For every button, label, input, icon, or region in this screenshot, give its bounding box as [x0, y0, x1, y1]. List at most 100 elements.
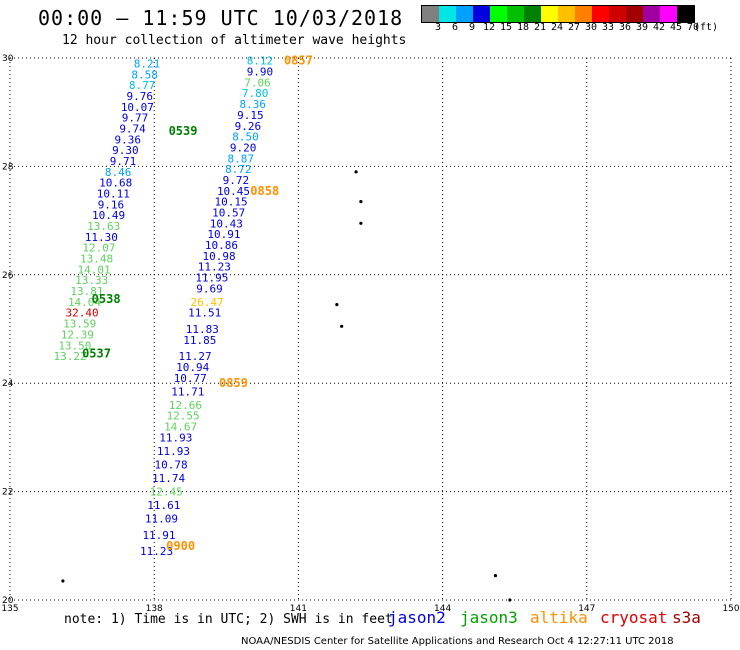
- wave-height-value: 8.72: [225, 163, 252, 176]
- wave-height-value: 10.43: [210, 217, 243, 230]
- wave-height-value: 9.26: [235, 120, 262, 133]
- x-tick-label: 144: [434, 604, 451, 614]
- pass-time-label: 0858: [250, 184, 279, 198]
- wave-height-value: 9.36: [115, 133, 142, 146]
- wave-height-value: 13.22: [54, 350, 87, 363]
- wave-height-value: 9.72: [223, 174, 250, 187]
- axis-ticks: 135 138 141 144 147 150 30 28 26 24 22 20: [1, 54, 739, 614]
- wave-height-value: 13.48: [80, 253, 113, 266]
- wave-height-value: 8.36: [239, 98, 266, 111]
- wave-height-value: 10.68: [99, 177, 132, 190]
- wave-height-value: 11.91: [142, 529, 175, 542]
- wave-height-value: 13.59: [63, 318, 96, 331]
- wave-height-value: 13.81: [70, 285, 103, 298]
- colorbar-swatch: [507, 6, 524, 22]
- colorbar-swatch: [524, 6, 541, 22]
- island-marker: [340, 324, 344, 328]
- wave-height-value: 9.90: [247, 66, 274, 79]
- colorbar-label: 3: [434, 22, 442, 33]
- wave-height-value: 11.71: [171, 385, 204, 398]
- colorbar-label: 27: [567, 22, 581, 33]
- y-tick-label: 26: [2, 271, 14, 281]
- wave-height-value: 13.33: [75, 274, 108, 287]
- wave-height-value: 7.80: [242, 87, 269, 100]
- colorbar-label: 45: [669, 22, 683, 33]
- pass-time-label: 0537: [82, 346, 111, 360]
- wave-height-value: 9.77: [122, 112, 149, 125]
- wave-height-value: 14.04: [68, 296, 101, 309]
- colorbar: [421, 5, 695, 23]
- island-marker: [359, 221, 363, 225]
- pass-time-label: 0900: [166, 539, 195, 553]
- wave-height-value: 10.15: [215, 196, 248, 209]
- colorbar-swatch: [592, 6, 609, 22]
- x-tick-label: 135: [1, 604, 18, 614]
- colorbar-label: 18: [516, 22, 530, 33]
- x-tick-label: 141: [290, 604, 307, 614]
- colorbar-swatch: [439, 6, 456, 22]
- wave-height-value: 8.12: [247, 55, 274, 68]
- note-text: note: 1) Time is in UTC; 2) SWH is in fe…: [64, 612, 393, 627]
- legend-jason3: jason3: [460, 608, 518, 627]
- wave-height-value: 11.61: [147, 499, 180, 512]
- colorbar-label: 36: [618, 22, 632, 33]
- wave-height-value: 12.45: [150, 486, 183, 499]
- legend-s3a: s3a: [672, 608, 701, 627]
- colorbar-swatch: [643, 6, 660, 22]
- colorbar-label: 15: [499, 22, 513, 33]
- wave-height-value: 8.87: [227, 152, 254, 165]
- pass-time-label: 0538: [92, 292, 121, 306]
- wave-height-value: 8.21: [134, 57, 161, 70]
- wave-height-value: 11.85: [183, 334, 216, 347]
- wave-height-value: 12.55: [166, 410, 199, 423]
- grid-lines: [9, 57, 732, 601]
- wave-height-value: 11.83: [186, 323, 219, 336]
- wave-height-value: 11.23: [198, 261, 231, 274]
- wave-height-value: 10.78: [154, 459, 187, 472]
- wave-height-value: 11.93: [159, 431, 192, 444]
- colorbar-swatch: [609, 6, 626, 22]
- legend-cryosat: cryosat: [600, 608, 668, 627]
- wave-height-value: 9.71: [110, 155, 137, 168]
- island-marker: [335, 303, 339, 307]
- wave-height-value: 11.74: [152, 472, 185, 485]
- time-labels: 0539 0538 0537 0857 0858 0859 0900: [82, 54, 313, 553]
- wave-height-value: 9.69: [196, 282, 223, 295]
- wave-height-value: 8.46: [105, 166, 132, 179]
- wave-height-value: 8.58: [131, 68, 158, 81]
- wave-height-value: 10.77: [174, 372, 207, 385]
- wave-height-value: 10.57: [212, 206, 245, 219]
- colorbar-label: 42: [652, 22, 666, 33]
- wave-height-value: 8.50: [232, 131, 259, 144]
- colorbar-swatch: [575, 6, 592, 22]
- wave-height-value: 11.30: [85, 231, 118, 244]
- island-marker: [61, 579, 65, 583]
- colorbar-swatch: [473, 6, 490, 22]
- colorbar-label: (ft): [693, 22, 719, 33]
- island-marker: [354, 170, 358, 174]
- island-markers: [61, 170, 512, 602]
- colorbar-label: 39: [635, 22, 649, 33]
- colorbar-swatch: [422, 6, 439, 22]
- wave-height-value: 13.50: [58, 339, 91, 352]
- wave-height-value: 14.01: [78, 263, 111, 276]
- wave-height-value: 12.07: [82, 242, 115, 255]
- wave-height-points: 8.218.588.779.7610.079.779.749.369.309.7…: [54, 55, 274, 559]
- wave-height-value: 9.16: [98, 198, 125, 211]
- colorbar-swatch: [677, 6, 694, 22]
- y-tick-label: 24: [2, 379, 14, 389]
- wave-height-value: 11.23: [140, 545, 173, 558]
- wave-height-value: 12.66: [169, 399, 202, 412]
- colorbar-label: 33: [601, 22, 615, 33]
- island-marker: [508, 598, 512, 602]
- colorbar-swatch: [456, 6, 473, 22]
- wave-height-value: 11.93: [157, 445, 190, 458]
- island-marker: [359, 200, 363, 204]
- wave-height-value: 10.49: [92, 209, 125, 222]
- pass-time-label: 0857: [284, 54, 313, 68]
- map-subtitle: 12 hour collection of altimeter wave hei…: [62, 33, 407, 48]
- colorbar-label: 12: [482, 22, 496, 33]
- pass-time-label: 0539: [169, 124, 198, 138]
- wave-height-value: 10.98: [203, 250, 236, 263]
